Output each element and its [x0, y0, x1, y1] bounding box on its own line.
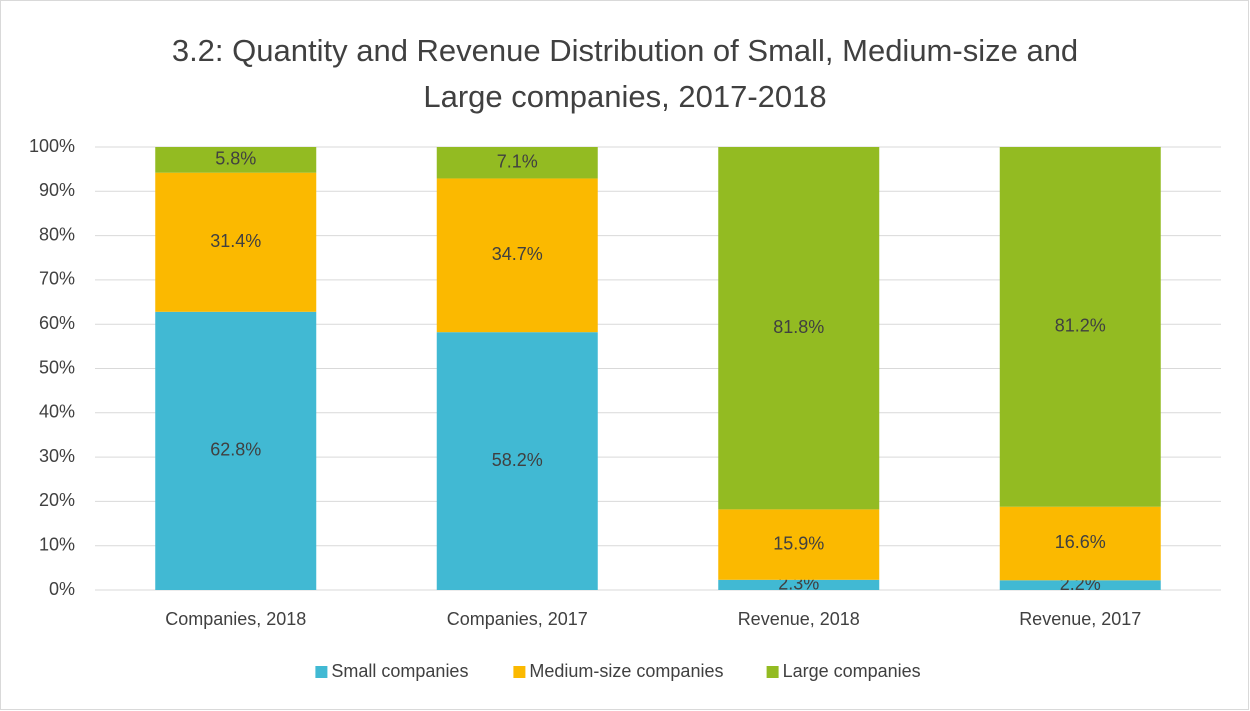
- y-tick-label: 40%: [39, 402, 75, 422]
- x-tick-label: Companies, 2017: [447, 609, 588, 629]
- data-label: 31.4%: [210, 231, 261, 251]
- y-tick-label: 90%: [39, 180, 75, 200]
- bar-segment: [999, 506, 1161, 581]
- x-tick-label: Revenue, 2017: [1019, 609, 1141, 629]
- legend-swatch: [513, 666, 526, 678]
- x-tick-label: Revenue, 2018: [738, 609, 860, 629]
- bar-segment: [718, 509, 880, 580]
- chart-title: 3.2: Quantity and Revenue Distribution o…: [171, 33, 1079, 114]
- bar-segment: [718, 579, 880, 590]
- bar-segment: [999, 147, 1161, 507]
- legend-swatch: [766, 666, 779, 678]
- data-label: 58.2%: [492, 450, 543, 470]
- data-label: 34.7%: [492, 244, 543, 264]
- legend-label: Large companies: [783, 661, 921, 681]
- y-tick-label: 70%: [39, 269, 75, 289]
- data-label: 15.9%: [773, 533, 824, 553]
- data-label: 5.8%: [215, 149, 256, 169]
- bar-segment: [155, 311, 317, 590]
- x-tick-label: Companies, 2018: [165, 609, 306, 629]
- y-tick-label: 80%: [39, 224, 75, 244]
- data-label: 81.8%: [773, 317, 824, 337]
- data-label: 81.2%: [1055, 316, 1106, 336]
- y-tick-label: 30%: [39, 446, 75, 466]
- y-tick-label: 50%: [39, 357, 75, 377]
- bar-segment: [436, 178, 598, 333]
- y-tick-label: 20%: [39, 490, 75, 510]
- y-tick-label: 0%: [49, 579, 75, 599]
- data-label: 7.1%: [497, 151, 538, 171]
- bar-segment: [436, 332, 598, 590]
- legend-label: Small companies: [331, 661, 468, 681]
- y-tick-label: 100%: [29, 136, 75, 156]
- bar-segment: [718, 147, 880, 510]
- legend-swatch: [315, 666, 328, 678]
- y-tick-label: 10%: [39, 534, 75, 554]
- bar-segment: [155, 172, 317, 312]
- data-label: 62.8%: [210, 440, 261, 460]
- bar-segment: [999, 580, 1161, 590]
- legend-label: Medium-size companies: [529, 661, 723, 681]
- y-tick-label: 60%: [39, 313, 75, 333]
- bar-segment: [436, 147, 598, 179]
- data-label: 16.6%: [1055, 532, 1106, 552]
- bar-segment: [155, 147, 317, 173]
